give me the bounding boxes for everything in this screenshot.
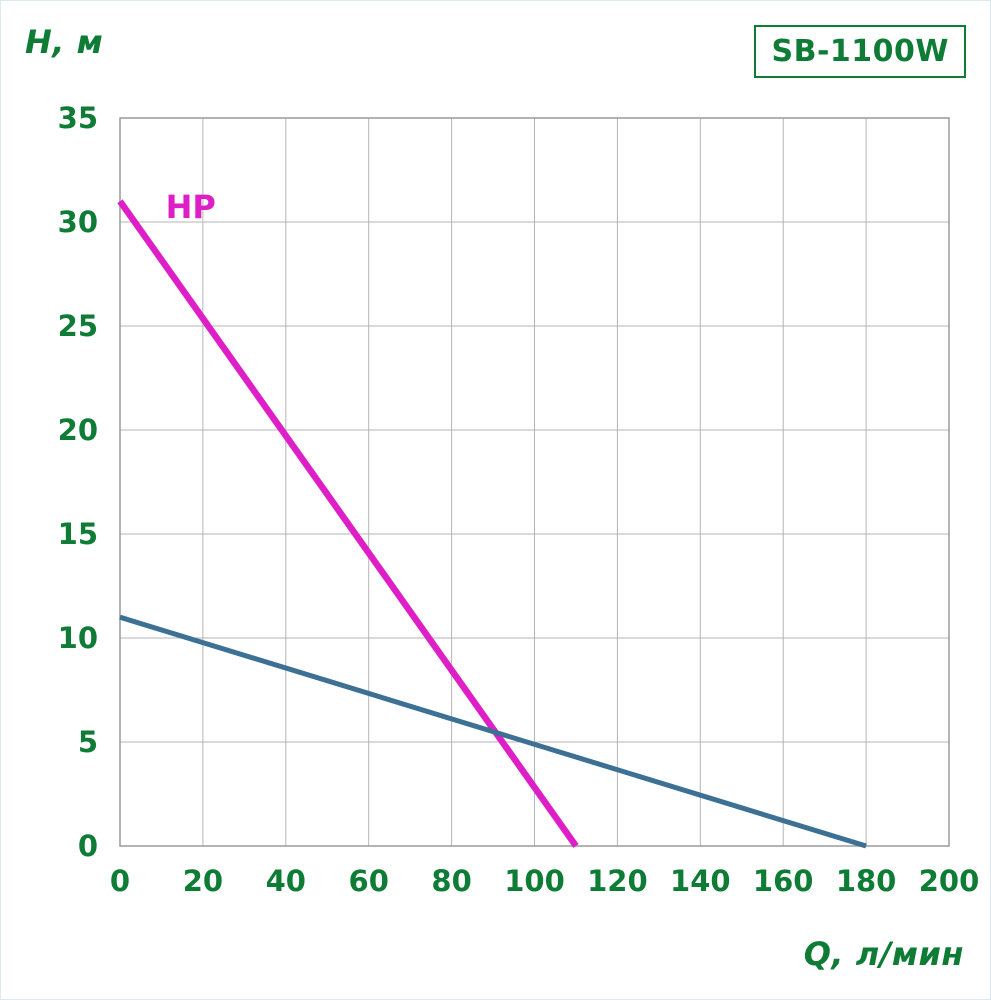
x-tick-label: 120 [587,864,648,898]
x-tick-label: 100 [504,864,565,898]
y-tick-label: 20 [58,413,98,447]
series-line-HP [117,199,579,848]
x-tick-label: 140 [670,864,731,898]
y-axis-title: H, м [25,23,104,61]
y-tick-label: 5 [78,725,98,759]
x-tick-label: 0 [110,864,130,898]
y-tick-label: 25 [58,309,98,343]
y-tick-label: 35 [58,101,98,135]
x-tick-label: 200 [919,864,980,898]
x-tick-label: 40 [266,864,306,898]
y-tick-label: 0 [78,829,98,863]
y-tick-label: 30 [58,205,98,239]
model-badge: SB-1100W [754,25,966,78]
x-tick-label: 60 [349,864,389,898]
x-axis-title: Q, л/мин [803,935,964,973]
x-tick-label: 80 [431,864,471,898]
x-tick-label: 180 [836,864,897,898]
x-tick-label: 20 [183,864,223,898]
plot-border [119,117,950,847]
model-badge-label: SB-1100W [771,34,949,69]
x-tick-label: 160 [753,864,814,898]
series-label-HP: HP [166,188,216,226]
y-tick-label: 15 [58,517,98,551]
series-line-pump-flow-curve [119,614,867,849]
y-tick-label: 10 [58,621,98,655]
